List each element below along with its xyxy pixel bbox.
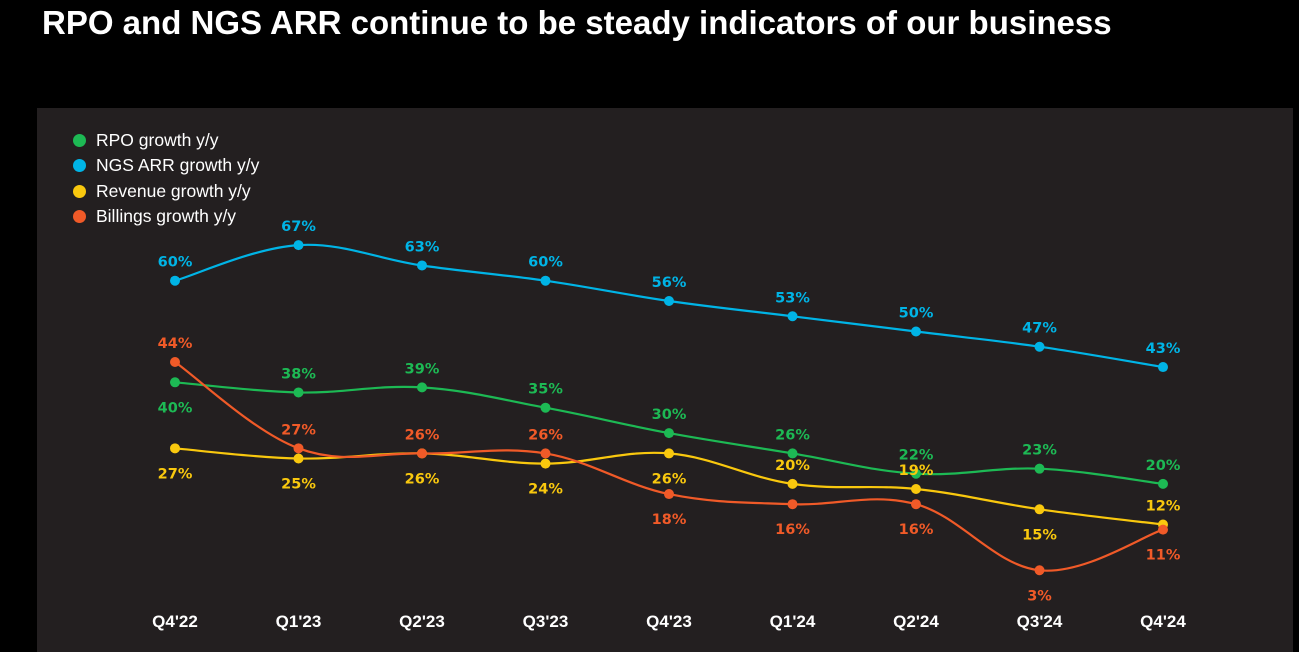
data-point-ngs-arr: [1158, 362, 1168, 373]
data-label-revenue: 12%: [1146, 499, 1181, 515]
data-label-revenue: 25%: [281, 477, 316, 493]
data-point-billings: [417, 448, 427, 459]
data-label-billings: 44%: [158, 336, 193, 352]
data-point-rpo: [787, 448, 798, 459]
line-chart: 40% 38% 39% 35% 30% 26% 22% 23% 20% 60% 67% 63% 60% 5…: [152, 219, 1186, 631]
x-tick-label: Q1'23: [276, 612, 322, 631]
data-point-ngs-arr: [664, 296, 674, 307]
data-point-billings: [1034, 565, 1045, 576]
legend-swatch-rpo: [73, 134, 86, 148]
page-title: RPO and NGS ARR continue to be steady in…: [42, 4, 1112, 41]
data-point-rpo: [1158, 478, 1168, 489]
data-point-rpo: [664, 428, 674, 439]
data-point-revenue: [787, 478, 798, 489]
x-tick-label: Q2'23: [399, 612, 445, 631]
data-label-revenue: 20%: [775, 458, 810, 474]
data-label-billings: 27%: [281, 422, 316, 438]
legend-item-revenue: Revenue growth y/y: [73, 179, 259, 204]
x-tick-label: Q4'24: [1140, 612, 1186, 631]
data-label-billings: 16%: [775, 522, 810, 538]
data-label-billings: 16%: [899, 522, 934, 538]
data-label-ngs-arr: 67%: [281, 219, 316, 235]
chart-panel: 40% 38% 39% 35% 30% 26% 22% 23% 20% 60% 67% 63% 60% 5…: [37, 108, 1293, 652]
data-point-rpo: [170, 377, 180, 388]
data-label-revenue: 26%: [405, 471, 440, 487]
x-tick-label: Q4'22: [152, 612, 198, 631]
data-label-rpo: 39%: [405, 361, 440, 377]
data-point-billings: [170, 356, 180, 367]
legend-swatch-ngs-arr: [73, 159, 86, 173]
legend-item-ngs-arr: NGS ARR growth y/y: [73, 153, 259, 178]
legend-swatch-billings: [73, 210, 86, 224]
legend-swatch-revenue: [73, 184, 86, 198]
data-label-rpo: 22%: [899, 448, 934, 464]
data-label-revenue: 15%: [1022, 527, 1057, 543]
data-point-ngs-arr: [417, 260, 427, 271]
data-point-billings: [1158, 524, 1168, 535]
data-label-rpo: 23%: [1022, 443, 1057, 459]
data-point-ngs-arr: [170, 275, 180, 286]
x-tick-label: Q1'24: [770, 612, 816, 631]
legend-label-rpo: RPO growth y/y: [96, 130, 219, 151]
data-label-revenue: 19%: [899, 463, 934, 479]
x-tick-label: Q3'24: [1017, 612, 1063, 631]
data-point-ngs-arr: [540, 275, 551, 286]
data-label-ngs-arr: 50%: [899, 306, 934, 322]
legend-item-rpo: RPO growth y/y: [73, 128, 259, 153]
data-point-revenue: [170, 443, 180, 454]
x-tick-label: Q4'23: [646, 612, 692, 631]
data-label-billings: 11%: [1146, 548, 1181, 564]
data-point-rpo: [417, 382, 427, 393]
data-label-ngs-arr: 53%: [775, 290, 810, 306]
data-label-ngs-arr: 60%: [528, 255, 563, 271]
data-point-ngs-arr: [293, 240, 304, 251]
legend-label-billings: Billings growth y/y: [96, 206, 237, 227]
data-point-revenue: [1034, 504, 1045, 515]
data-point-revenue: [293, 453, 304, 464]
legend-item-billings: Billings growth y/y: [73, 204, 259, 229]
data-point-ngs-arr: [911, 326, 921, 337]
data-label-ngs-arr: 47%: [1022, 321, 1057, 337]
data-label-revenue: 24%: [528, 482, 563, 498]
data-point-billings: [664, 489, 674, 500]
data-label-rpo: 40%: [158, 400, 193, 416]
x-tick-label: Q2'24: [893, 612, 939, 631]
data-point-ngs-arr: [1034, 341, 1045, 352]
x-tick-label: Q3'23: [523, 612, 569, 631]
data-label-ngs-arr: 60%: [158, 255, 193, 271]
series-line-billings: [174, 361, 1164, 572]
data-label-revenue: 27%: [158, 466, 193, 482]
data-point-rpo: [540, 402, 551, 413]
data-point-rpo: [911, 468, 921, 479]
data-label-rpo: 20%: [1146, 458, 1181, 474]
data-label-billings: 26%: [528, 427, 563, 443]
legend-label-revenue: Revenue growth y/y: [96, 180, 251, 201]
data-label-ngs-arr: 56%: [652, 275, 687, 291]
data-point-revenue: [540, 458, 551, 469]
data-label-rpo: 38%: [281, 366, 316, 382]
data-label-billings: 26%: [405, 427, 440, 443]
data-point-revenue: [664, 448, 674, 459]
legend-label-ngs-arr: NGS ARR growth y/y: [96, 155, 260, 176]
data-point-revenue: [911, 483, 921, 494]
data-point-billings: [911, 499, 921, 510]
data-point-rpo: [293, 387, 304, 398]
data-label-rpo: 26%: [775, 427, 810, 443]
data-point-billings: [293, 443, 304, 454]
data-label-rpo: 35%: [528, 382, 563, 398]
data-point-ngs-arr: [787, 311, 798, 322]
data-point-rpo: [1034, 463, 1045, 474]
data-label-billings: 3%: [1027, 588, 1052, 604]
data-point-billings: [787, 499, 798, 510]
data-label-ngs-arr: 63%: [405, 239, 440, 255]
data-label-revenue: 26%: [652, 471, 687, 487]
data-label-ngs-arr: 43%: [1146, 341, 1181, 357]
data-label-rpo: 30%: [652, 407, 687, 423]
data-point-billings: [540, 448, 551, 459]
data-label-billings: 18%: [652, 512, 687, 528]
chart-legend: RPO growth y/y NGS ARR growth y/y Revenu…: [73, 128, 259, 229]
